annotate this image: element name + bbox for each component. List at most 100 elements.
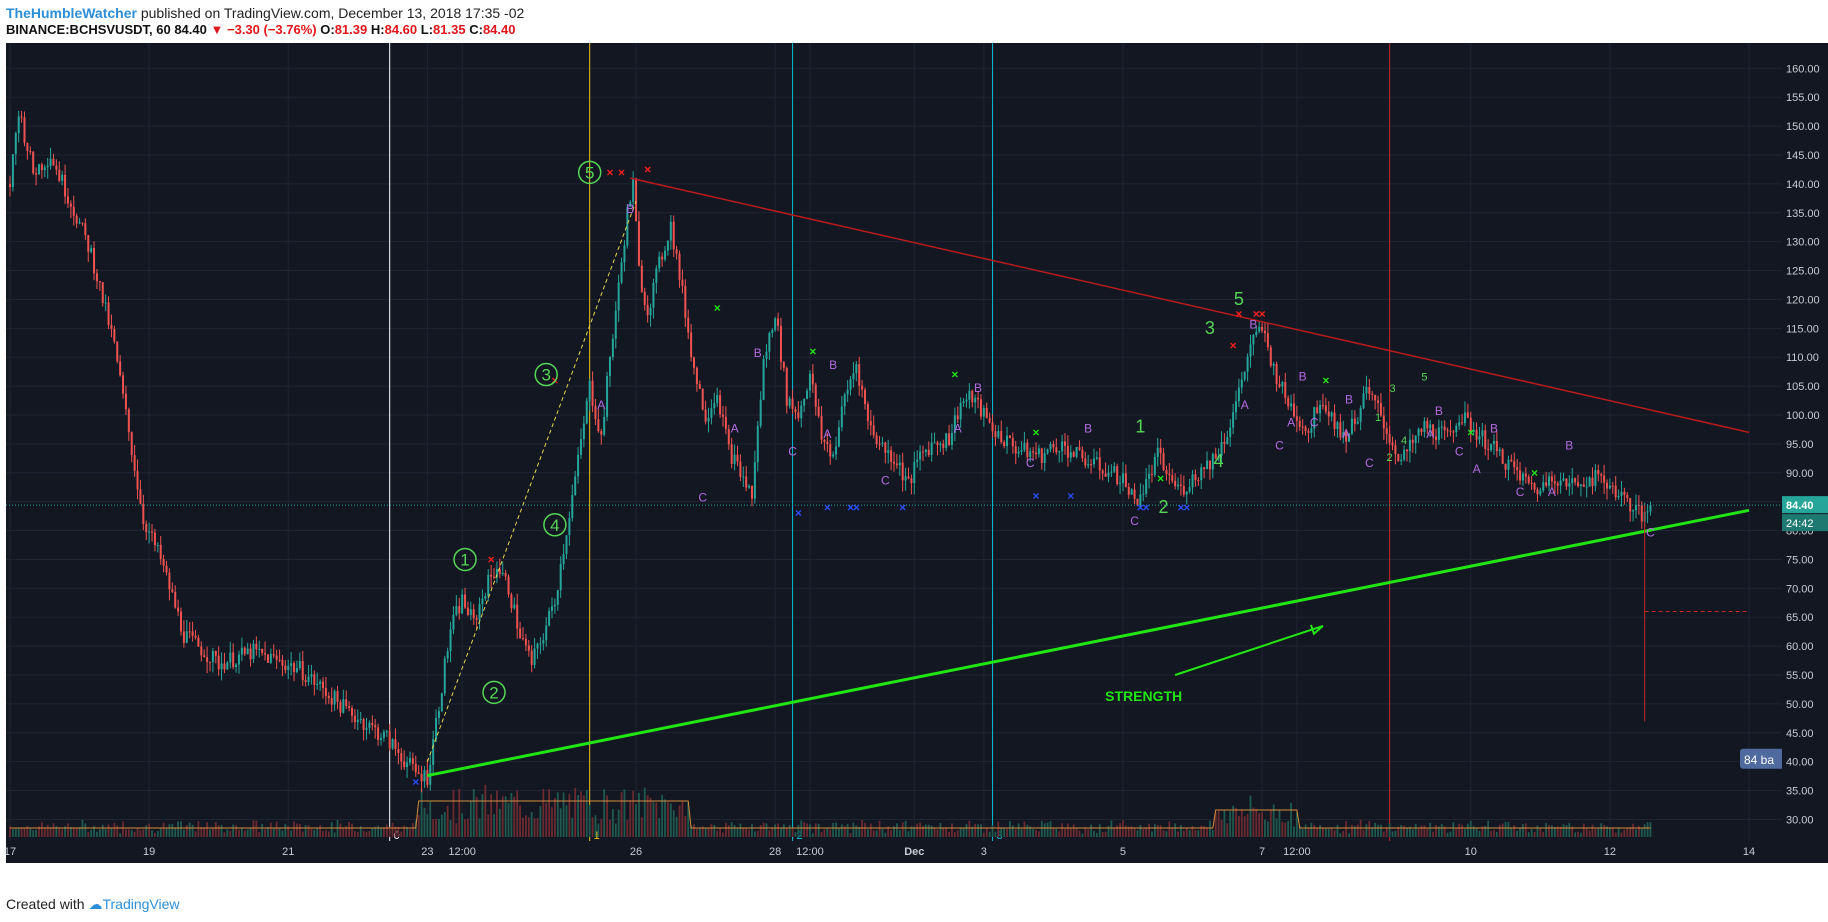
candle-body bbox=[1307, 431, 1310, 433]
abc-wave-label: A bbox=[1241, 398, 1249, 412]
candle-body bbox=[1142, 493, 1145, 495]
volume-bar bbox=[788, 824, 791, 837]
volume-bar bbox=[1119, 823, 1121, 837]
candle-body bbox=[426, 770, 429, 785]
volume-bar bbox=[1261, 812, 1263, 837]
candle-body bbox=[1626, 494, 1629, 499]
volume-bar bbox=[1148, 823, 1150, 837]
tradingview-logo-icon[interactable]: ☁ bbox=[88, 896, 103, 912]
volume-bar bbox=[159, 827, 162, 837]
volume-bar bbox=[1637, 826, 1640, 837]
volume-bar bbox=[1417, 828, 1420, 837]
tradingview-brand[interactable]: TradingView bbox=[102, 896, 180, 912]
candle-body bbox=[362, 719, 365, 730]
red-x-marker: × bbox=[644, 162, 651, 176]
volume-bar bbox=[678, 805, 681, 837]
candle-body bbox=[994, 431, 997, 438]
volume-bar bbox=[1533, 831, 1536, 837]
candle-body bbox=[1284, 382, 1287, 398]
abc-wave-label: A bbox=[954, 421, 962, 435]
candle-body bbox=[510, 594, 513, 609]
candle-body bbox=[1365, 387, 1368, 394]
volume-bar bbox=[446, 805, 449, 837]
candle-body bbox=[1119, 482, 1122, 484]
abc-wave-label: B bbox=[1565, 439, 1573, 453]
volume-bar bbox=[811, 833, 814, 837]
y-tick-label: 35.00 bbox=[1786, 786, 1814, 798]
volume-bar bbox=[635, 804, 637, 837]
candle-body bbox=[545, 625, 548, 641]
volume-bar bbox=[310, 828, 313, 837]
price-axis[interactable]: 160.00 155.00 150.00 145.00 140.00 135.00 130.… bbox=[1782, 43, 1828, 863]
candle-body bbox=[982, 407, 985, 417]
volume-bar bbox=[1171, 827, 1174, 837]
candle-body bbox=[1565, 478, 1568, 487]
volume-bar bbox=[1626, 828, 1629, 837]
candle-body bbox=[1206, 460, 1209, 469]
cycle-label: 2 bbox=[797, 830, 803, 842]
volume-bar bbox=[1110, 820, 1113, 837]
volume-bar bbox=[165, 827, 168, 837]
volume-bar bbox=[1484, 826, 1487, 837]
candle-body bbox=[988, 418, 991, 423]
price-axis-scale[interactable]: 160.00 155.00 150.00 145.00 140.00 135.00 130.… bbox=[1782, 43, 1828, 863]
volume-bar bbox=[530, 812, 533, 837]
volume-bar bbox=[1017, 823, 1020, 837]
candle-body bbox=[1374, 394, 1377, 401]
price-chart[interactable]: 17 19 21 23 12:00 26 28 12:00 Dec 3 5 7 12:00 10 12 140… bbox=[4, 43, 1784, 863]
candle-body bbox=[481, 598, 484, 605]
bars-counter-badge bbox=[1740, 748, 1784, 769]
candle-body bbox=[608, 356, 611, 377]
chart-pane[interactable]: 17 19 21 23 12:00 26 28 12:00 Dec 3 5 7 12:00 10 12 14 0… bbox=[4, 43, 1784, 863]
volume-bar bbox=[536, 818, 539, 837]
volume-bar bbox=[1023, 821, 1026, 837]
volume-bar bbox=[606, 795, 608, 837]
volume-bar bbox=[985, 828, 988, 837]
low-value: 81.35 bbox=[433, 22, 466, 37]
candle-body bbox=[640, 265, 643, 292]
volume-bar bbox=[281, 830, 284, 837]
candle-body bbox=[1417, 428, 1420, 436]
green-x-marker: × bbox=[1467, 425, 1474, 439]
volume-bar bbox=[739, 823, 742, 837]
volume-bar bbox=[475, 796, 478, 837]
volume-bar bbox=[1258, 812, 1261, 837]
candle-body bbox=[835, 446, 838, 455]
volume-bar bbox=[75, 827, 78, 837]
volume-bar bbox=[1406, 828, 1408, 837]
volume-bar bbox=[1345, 821, 1348, 837]
x-tick-label: 17 bbox=[6, 846, 16, 858]
candle-body bbox=[490, 574, 493, 577]
volume-bar bbox=[1382, 831, 1385, 837]
candle-body bbox=[652, 282, 655, 308]
author-name[interactable]: TheHumbleWatcher bbox=[6, 5, 137, 21]
candle-body bbox=[1634, 504, 1637, 511]
red-x-marker: × bbox=[1230, 339, 1237, 353]
volume-bar bbox=[371, 828, 374, 837]
cycle-label: 3 bbox=[997, 830, 1003, 842]
candle-body bbox=[249, 648, 252, 660]
candle-body bbox=[122, 375, 125, 394]
candle-body bbox=[797, 412, 800, 419]
candle-body bbox=[1064, 441, 1067, 446]
volume-bar bbox=[1446, 832, 1449, 837]
volume-bar bbox=[136, 827, 139, 837]
candle-body bbox=[1591, 477, 1594, 487]
candle-body bbox=[829, 444, 832, 457]
volume-bar bbox=[414, 820, 417, 837]
candle-body bbox=[1414, 435, 1417, 443]
candle-body bbox=[261, 648, 264, 654]
volume-bar bbox=[1443, 826, 1446, 837]
volume-bar bbox=[553, 798, 556, 837]
volume-bar bbox=[388, 827, 391, 837]
volume-bar bbox=[748, 829, 750, 837]
candle-body bbox=[603, 416, 606, 435]
candle-body bbox=[614, 310, 617, 339]
wave-label-circled: 5 bbox=[585, 163, 594, 182]
volume-bar bbox=[142, 829, 145, 837]
candle-body bbox=[574, 476, 577, 495]
candle-body bbox=[1394, 445, 1397, 454]
candle-body bbox=[1562, 478, 1565, 481]
candle-body bbox=[168, 572, 171, 590]
volume-bar bbox=[496, 790, 498, 837]
